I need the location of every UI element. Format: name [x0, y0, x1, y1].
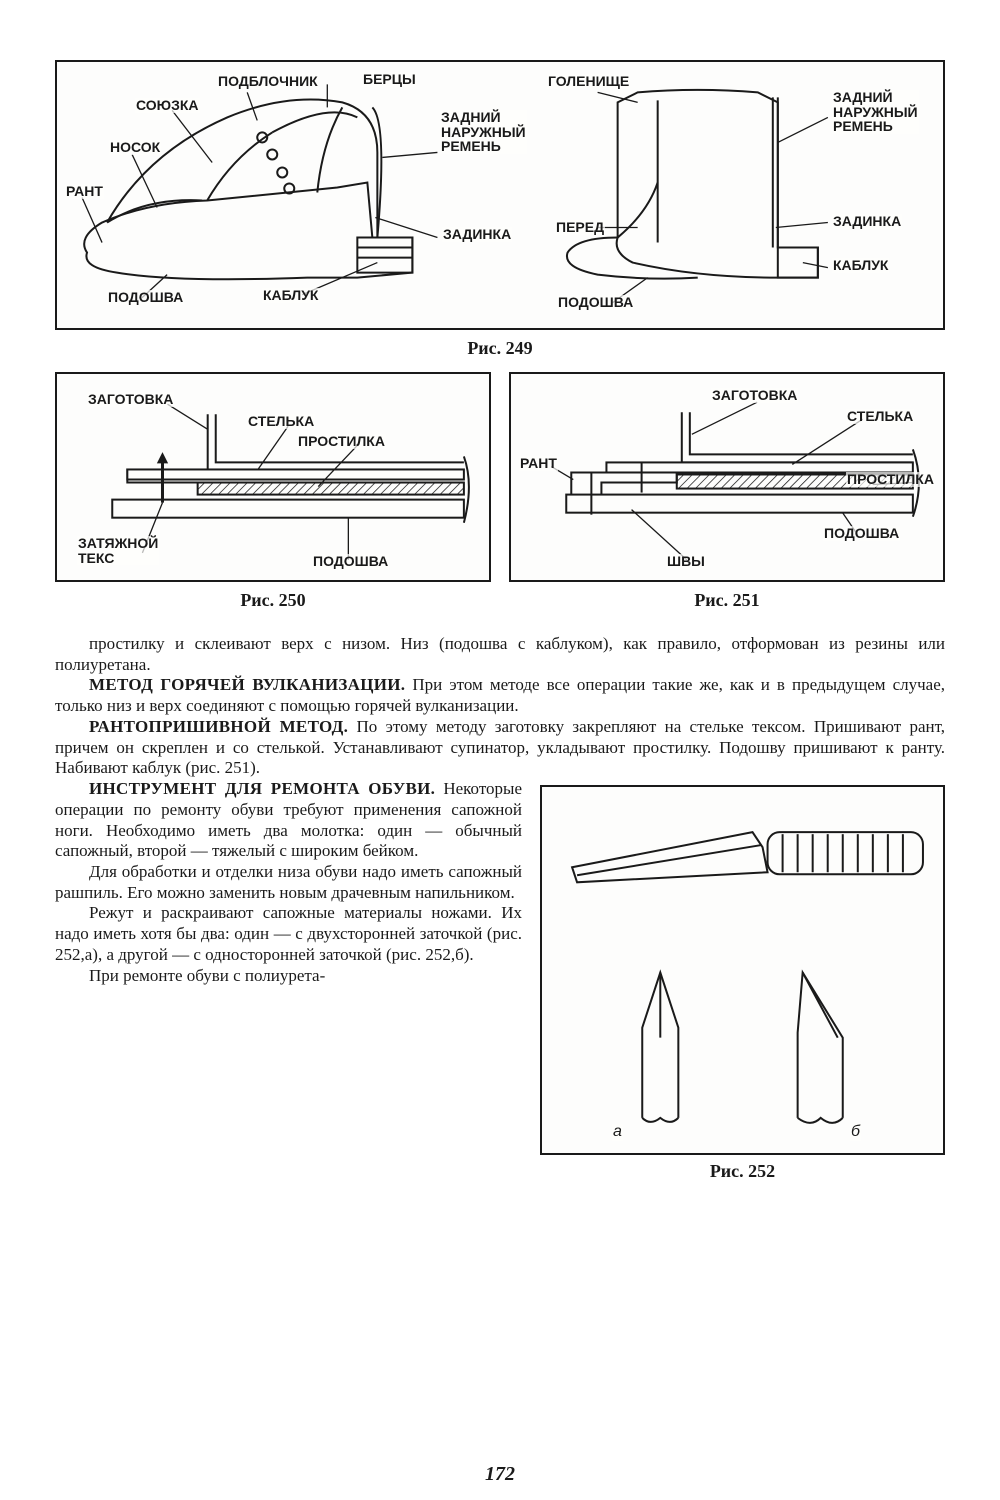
label-shvy-251: ШВЫ — [666, 554, 706, 569]
label-podoshva-boot: ПОДОШВА — [557, 295, 634, 310]
figure-252-caption: Рис. 252 — [540, 1161, 945, 1183]
label-golenishche: ГОЛЕНИЩЕ — [547, 74, 630, 89]
label-b-252: б — [850, 1124, 861, 1141]
label-a-252: а — [612, 1124, 623, 1141]
page-number: 172 — [0, 1462, 1000, 1486]
figure-252-wrapper: а б Рис. 252 — [540, 785, 945, 1195]
label-nosok: НОСОК — [109, 140, 161, 155]
figure-249: ПОДБЛОЧНИК БЕРЦЫ СОЮЗКА НОСОК РАНТ ПОДОШ… — [55, 60, 945, 330]
label-teks-250: ЗАТЯЖНОЙ ТЕКС — [77, 536, 159, 565]
label-kabluk-shoe: КАБЛУК — [262, 288, 319, 303]
label-podblochnik: ПОДБЛОЧНИК — [217, 74, 319, 89]
figure-249-caption: Рис. 249 — [55, 338, 945, 360]
figure-250: ЗАГОТОВКА СТЕЛЬКА ПРОСТИЛКА ЗАТЯЖНОЙ ТЕК… — [55, 372, 491, 582]
label-kabluk-boot: КАБЛУК — [832, 258, 889, 273]
body-text: простилку и склеивают верх с низом. Низ … — [55, 634, 945, 986]
label-stelka-250: СТЕЛЬКА — [247, 414, 315, 429]
label-podoshva-250: ПОДОШВА — [312, 554, 389, 569]
label-rant-251: РАНТ — [519, 456, 558, 471]
label-remen-boot: ЗАДНИЙ НАРУЖНЫЙ РЕМЕНЬ — [832, 90, 919, 134]
label-podoshva-251: ПОДОШВА — [823, 526, 900, 541]
label-rant: РАНТ — [65, 184, 104, 199]
label-bertsy: БЕРЦЫ — [362, 72, 417, 87]
para-2: МЕТОД ГОРЯЧЕЙ ВУЛКАНИЗАЦИИ. При этом мет… — [55, 675, 945, 716]
figure-252: а б — [540, 785, 945, 1155]
label-zagotovka-250: ЗАГОТОВКА — [87, 392, 174, 407]
figure-251: ЗАГОТОВКА СТЕЛЬКА РАНТ ПРОСТИЛКА ПОДОШВА… — [509, 372, 945, 582]
label-stelka-251: СТЕЛЬКА — [846, 409, 914, 424]
label-zadinka-boot: ЗАДИНКА — [832, 214, 902, 229]
label-zadinka-shoe: ЗАДИНКА — [442, 227, 512, 242]
label-prostilka-250: ПРОСТИЛКА — [297, 434, 386, 449]
label-zagotovka-251: ЗАГОТОВКА — [711, 388, 798, 403]
para-3: РАНТОПРИШИВНОЙ МЕТОД. По этому методу за… — [55, 717, 945, 779]
figure-250-caption: Рис. 250 — [55, 590, 491, 612]
para-1: простилку и склеивают верх с низом. Низ … — [55, 634, 945, 675]
label-prostilka-251: ПРОСТИЛКА — [846, 472, 935, 487]
label-soyuzka: СОЮЗКА — [135, 98, 200, 113]
label-pered: ПЕРЕД — [555, 220, 605, 235]
label-remen-shoe: ЗАДНИЙ НАРУЖНЫЙ РЕМЕНЬ — [440, 110, 527, 154]
label-podoshva-shoe: ПОДОШВА — [107, 290, 184, 305]
figure-251-caption: Рис. 251 — [509, 590, 945, 612]
